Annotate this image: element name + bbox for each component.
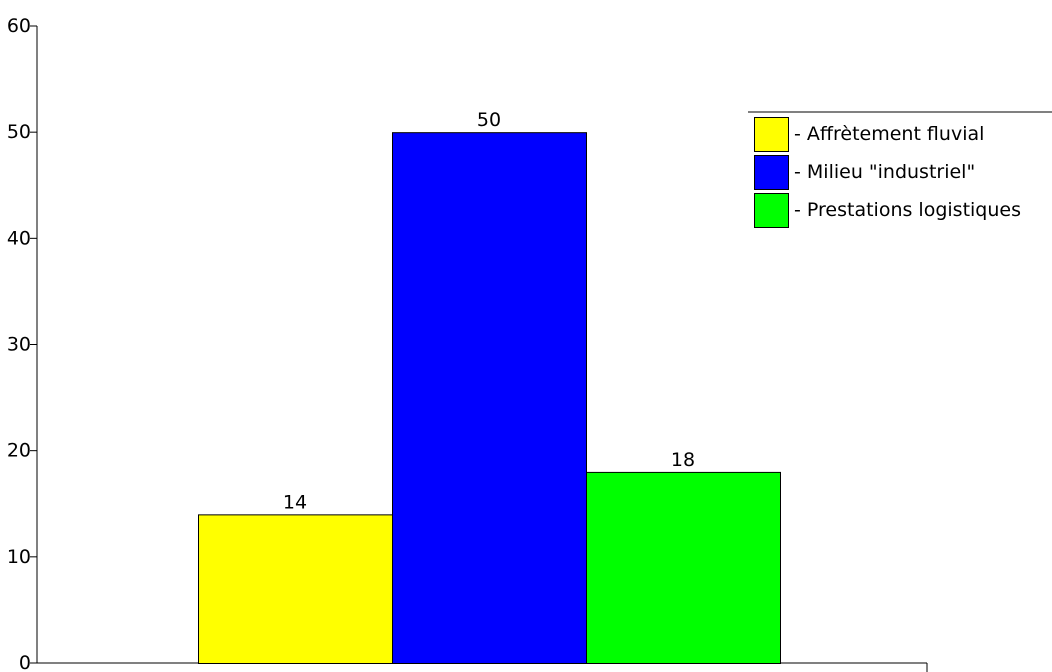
y-tick-label: 50 bbox=[7, 121, 31, 143]
x-axis bbox=[37, 662, 928, 672]
legend-label: - Milieu "industriel" bbox=[794, 161, 975, 183]
legend-label: - Prestations logistiques bbox=[794, 199, 1021, 221]
legend-swatch bbox=[754, 117, 789, 152]
bar bbox=[586, 471, 781, 664]
y-tick-label: 20 bbox=[7, 440, 31, 462]
bar-value-label: 14 bbox=[283, 491, 307, 513]
y-tick-label: 0 bbox=[19, 652, 31, 672]
legend: - Affrètement fluvial - Milieu "industrie… bbox=[748, 111, 1052, 228]
legend-swatch bbox=[754, 193, 789, 228]
y-tick-label: 60 bbox=[7, 15, 31, 37]
bar-value-label: 18 bbox=[671, 449, 695, 471]
bars bbox=[198, 132, 781, 664]
y-tick-label: 30 bbox=[7, 334, 31, 356]
y-axis: 0 10 20 30 40 50 60 bbox=[7, 15, 38, 672]
legend-swatch bbox=[754, 155, 789, 190]
data-labels: 14 50 18 bbox=[283, 109, 695, 513]
y-tick-label: 10 bbox=[7, 546, 31, 568]
bar-value-label: 50 bbox=[477, 109, 501, 131]
bar bbox=[198, 514, 393, 664]
y-tick-label: 40 bbox=[7, 227, 31, 249]
legend-label: - Affrètement fluvial bbox=[794, 123, 984, 145]
bar bbox=[392, 132, 587, 664]
